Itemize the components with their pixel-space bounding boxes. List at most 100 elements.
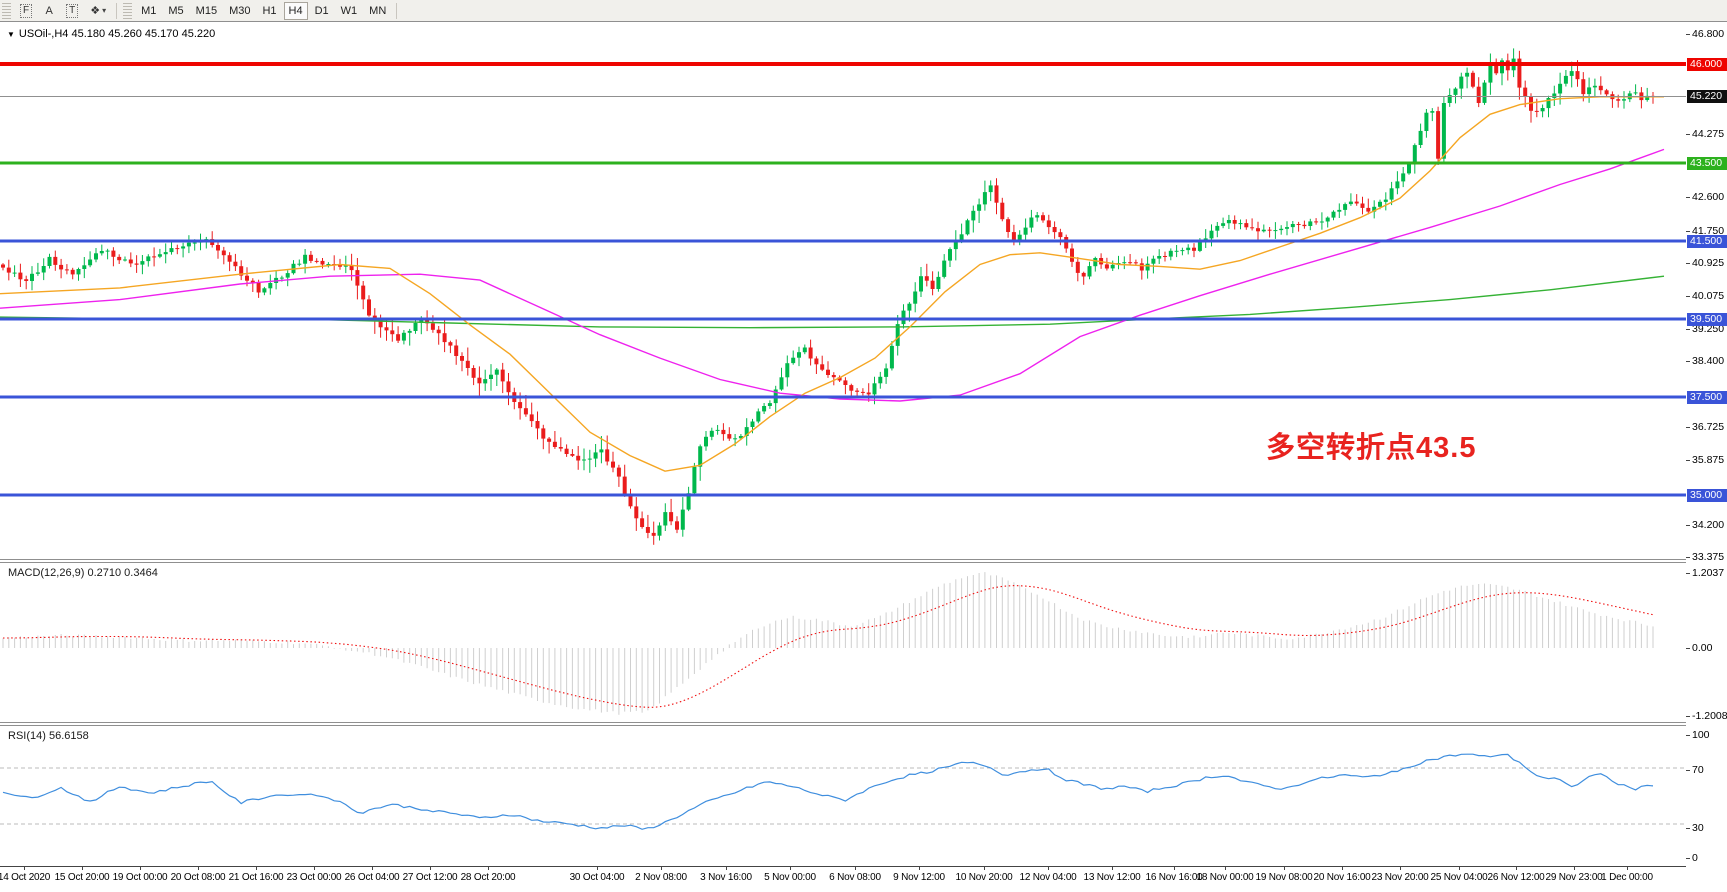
text-label-tool-button[interactable]: T	[61, 2, 83, 20]
time-tick-label: 2 Nov 08:00	[635, 872, 687, 883]
time-tick-label: 5 Nov 00:00	[764, 872, 816, 883]
time-tick-mark	[314, 867, 315, 870]
time-tick-label: 6 Nov 08:00	[829, 872, 881, 883]
axis-tick-label: 39.250	[1692, 323, 1725, 335]
time-tick-label: 23 Nov 20:00	[1371, 872, 1429, 883]
time-tick-label: 28 Oct 20:00	[460, 872, 516, 883]
timeframe-button-d1[interactable]: D1	[314, 4, 329, 17]
time-tick-mark	[1574, 867, 1575, 870]
time-tick-label: 21 Oct 16:00	[228, 872, 284, 883]
rsi-panel-chart[interactable]	[0, 726, 1686, 866]
font-tool-button[interactable]: A	[39, 2, 59, 20]
axis-tick-mark	[1686, 361, 1690, 362]
time-tick-mark	[984, 867, 985, 870]
price-level-badge: 35.000	[1687, 488, 1727, 502]
panel-border[interactable]	[0, 725, 1686, 726]
time-tick-mark	[198, 867, 199, 870]
time-tick-label: 16 Nov 16:00	[1145, 872, 1203, 883]
timeframe-button-h1[interactable]: H1	[262, 4, 277, 17]
panel-border[interactable]	[0, 562, 1686, 563]
axis-tick-mark	[1686, 525, 1690, 526]
axis-tick-label: 46.800	[1692, 28, 1725, 40]
timeframe-button-m30[interactable]: M30	[229, 4, 251, 17]
time-tick-mark	[1048, 867, 1049, 870]
axis-tick-mark	[1686, 296, 1690, 297]
time-tick-label: 18 Nov 00:00	[1196, 872, 1254, 883]
toolbar-grip[interactable]	[2, 2, 11, 19]
axis-tick-mark	[1686, 648, 1690, 649]
time-tick-mark	[726, 867, 727, 870]
time-tick-label: 19 Oct 00:00	[112, 872, 168, 883]
price-axis[interactable]: 46.800 44.275 42.600 41.750 40.925 40.075 39.2…	[1686, 23, 1727, 866]
time-tick-label: 10 Nov 20:00	[955, 872, 1013, 883]
timeframe-buttons: M1 M5 M15 M30 H1 H4 D1 W1 MN	[135, 1, 392, 20]
price-level-badge: 37.500	[1687, 390, 1727, 404]
time-tick-mark	[597, 867, 598, 870]
time-tick-mark	[1174, 867, 1175, 870]
axis-tick-label: 41.750	[1692, 225, 1725, 237]
time-tick-mark	[140, 867, 141, 870]
time-tick-label: 15 Oct 20:00	[54, 872, 110, 883]
axis-tick-mark	[1686, 231, 1690, 232]
time-tick-label: 13 Nov 12:00	[1083, 872, 1141, 883]
grid-f-tool-button[interactable]: F	[15, 2, 37, 20]
time-tick-mark	[1516, 867, 1517, 870]
axis-tick-mark	[1686, 134, 1690, 135]
time-tick-mark	[919, 867, 920, 870]
toolbar-separator	[396, 2, 398, 19]
time-tick-mark	[1112, 867, 1113, 870]
macd-panel-chart[interactable]	[0, 563, 1686, 722]
letter-a-icon: A	[45, 4, 53, 17]
price-level-badge: 41.500	[1687, 234, 1727, 248]
time-tick-label: 3 Nov 16:00	[700, 872, 752, 883]
chart-dropdown-icon[interactable]: ▼	[7, 30, 15, 39]
time-tick-mark	[1459, 867, 1460, 870]
timeframe-button-m15[interactable]: M15	[195, 4, 218, 17]
axis-tick-label: 1.2037	[1692, 567, 1725, 579]
axis-tick-label: 0.00	[1692, 642, 1713, 654]
toolbar-grip[interactable]	[123, 2, 133, 19]
time-tick-label: 23 Oct 00:00	[286, 872, 342, 883]
panel-border	[0, 559, 1686, 560]
time-tick-mark	[855, 867, 856, 870]
time-tick-label: 30 Oct 04:00	[569, 872, 625, 883]
time-tick-mark	[1627, 867, 1628, 870]
axis-tick-mark	[1686, 197, 1690, 198]
time-tick-mark	[790, 867, 791, 870]
axis-tick-mark	[1686, 735, 1690, 736]
text-label-icon: T	[66, 3, 79, 18]
timeframe-button-m5[interactable]: M5	[168, 4, 184, 17]
axis-tick-label: 30	[1692, 822, 1704, 834]
time-tick-label: 27 Oct 12:00	[402, 872, 458, 883]
time-tick-mark	[1342, 867, 1343, 870]
symbol-ohlc-label[interactable]: ▼ USOil-,H4 45.180 45.260 45.170 45.220	[7, 28, 215, 40]
time-tick-label: 1 Dec 00:00	[1601, 872, 1653, 883]
time-tick-label: 20 Oct 08:00	[170, 872, 226, 883]
pointer-arrows-tool-button[interactable]: ❖ ▾	[85, 2, 111, 20]
time-tick-label: 26 Nov 12:00	[1487, 872, 1545, 883]
axis-tick-label: 70	[1692, 764, 1704, 776]
time-tick-label: 29 Nov 23:00	[1545, 872, 1603, 883]
macd-indicator-label: MACD(12,26,9) 0.2710 0.3464	[8, 567, 158, 579]
axis-tick-mark	[1686, 716, 1690, 717]
time-tick-label: 19 Nov 08:00	[1255, 872, 1313, 883]
axis-tick-label: 33.375	[1692, 551, 1725, 563]
timeframe-button-mn[interactable]: MN	[369, 4, 387, 17]
chart-annotation-text[interactable]: 多空转折点43.5	[1266, 432, 1477, 464]
axis-tick-label: 44.275	[1692, 128, 1725, 140]
time-tick-label: 20 Nov 16:00	[1313, 872, 1371, 883]
axis-tick-label: 40.075	[1692, 290, 1725, 302]
time-tick-label: 12 Nov 04:00	[1019, 872, 1077, 883]
time-tick-mark	[488, 867, 489, 870]
time-axis[interactable]: 14 Oct 2020 15 Oct 20:00 19 Oct 00:00 20 Oc…	[0, 867, 1686, 892]
axis-tick-label: 34.200	[1692, 519, 1725, 531]
toolbar-separator	[116, 2, 118, 19]
timeframe-button-w1[interactable]: W1	[340, 4, 358, 17]
main-price-chart[interactable]	[0, 23, 1686, 559]
axis-tick-mark	[1686, 573, 1690, 574]
time-tick-label: 9 Nov 12:00	[893, 872, 945, 883]
axis-tick-label: 36.725	[1692, 421, 1725, 433]
timeframe-button-h4[interactable]: H4	[283, 1, 308, 20]
time-tick-mark	[661, 867, 662, 870]
timeframe-button-m1[interactable]: M1	[141, 4, 157, 17]
